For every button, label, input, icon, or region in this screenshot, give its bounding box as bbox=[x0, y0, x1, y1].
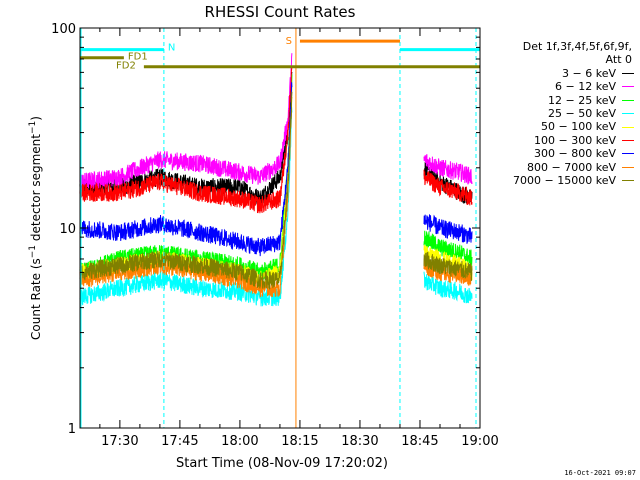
legend-entry-label: 25 − 50 keV bbox=[548, 106, 616, 120]
legend-entry-label: 800 − 7000 keV bbox=[527, 160, 616, 174]
legend-header-line: Det 1f,3f,4f,5f,6f,9f, bbox=[522, 40, 632, 53]
flag-label: FD2 bbox=[116, 60, 136, 71]
flag-label: FD1 bbox=[128, 52, 148, 63]
legend-swatch bbox=[622, 72, 634, 74]
series-line bbox=[423, 251, 473, 282]
y-axis-label-part: Count Rate (s bbox=[29, 258, 43, 340]
legend-swatch bbox=[622, 180, 634, 182]
flag-label: S bbox=[286, 36, 292, 47]
series-line bbox=[79, 82, 293, 257]
generated-date: 16-Oct-2021 09:07 bbox=[564, 469, 636, 477]
series-line bbox=[423, 161, 473, 205]
y-axis-label-part: detector segment bbox=[29, 134, 43, 245]
legend-swatch bbox=[622, 153, 634, 155]
legend-swatch bbox=[622, 113, 634, 115]
x-tick-label: 19:00 bbox=[461, 434, 498, 449]
y-axis-label-part: ) bbox=[29, 116, 43, 121]
series-line bbox=[423, 154, 473, 185]
legend-swatch bbox=[622, 166, 634, 168]
y-axis-ticks: 1 10 100 bbox=[51, 22, 480, 437]
y-axis-label-sup: −1 bbox=[28, 245, 38, 258]
legend-entry: 50 − 100 keV bbox=[480, 120, 638, 133]
legend-swatch bbox=[622, 86, 634, 88]
series-line bbox=[423, 271, 473, 304]
x-axis-label: Start Time (08-Nov-09 17:20:02) bbox=[176, 456, 388, 471]
legend-entry-label: 12 − 25 keV bbox=[548, 93, 616, 107]
legend-entry: 800 − 7000 keV bbox=[480, 161, 638, 174]
legend-swatch bbox=[622, 99, 634, 101]
legend-entry-label: 7000 − 15000 keV bbox=[513, 173, 616, 187]
legend-entry: 12 − 25 keV bbox=[480, 94, 638, 107]
legend-entry-label: 300 − 800 keV bbox=[534, 147, 616, 161]
legend-entry: 100 − 300 keV bbox=[480, 134, 638, 147]
series-line bbox=[423, 214, 473, 244]
legend-entries: 3 − 6 keV 6 − 12 keV 12 − 25 keV 25 − 50 ke… bbox=[480, 67, 638, 188]
y-tick-label: 100 bbox=[51, 22, 76, 37]
legend-entry-label: 50 − 100 keV bbox=[541, 120, 616, 134]
legend: Det 1f,3f,4f,5f,6f,9f, Att 0 3 − 6 keV 6 … bbox=[480, 40, 638, 187]
series-line bbox=[79, 53, 293, 190]
x-tick-label: 18:30 bbox=[341, 434, 378, 449]
x-tick-label: 18:00 bbox=[221, 434, 258, 449]
legend-entry-label: 3 − 6 keV bbox=[562, 66, 616, 80]
legend-entry: 25 − 50 keV bbox=[480, 107, 638, 120]
legend-entry-label: 100 − 300 keV bbox=[534, 133, 616, 147]
legend-entry: 3 − 6 keV bbox=[480, 67, 638, 80]
y-axis-label-sup: −1 bbox=[28, 121, 38, 134]
flag-label: N bbox=[168, 42, 175, 53]
legend-entry: 300 − 800 keV bbox=[480, 147, 638, 160]
series-line bbox=[423, 230, 473, 267]
x-tick-label: 18:15 bbox=[281, 434, 318, 449]
series-line bbox=[423, 169, 473, 206]
legend-swatch bbox=[622, 126, 634, 128]
series-line bbox=[79, 66, 293, 214]
series-line bbox=[79, 91, 293, 291]
y-tick-label: 1 bbox=[68, 422, 76, 437]
y-axis-label: Count Rate (s−1 detector segment−1) bbox=[28, 116, 43, 340]
legend-entry: 7000 − 15000 keV bbox=[480, 174, 638, 187]
x-axis-ticks: 17:30 17:45 18:00 18:15 18:30 18:45 19:00 bbox=[99, 28, 499, 449]
y-tick-label: 10 bbox=[59, 222, 76, 237]
legend-header-line: Att 0 bbox=[605, 53, 632, 67]
legend-swatch bbox=[622, 139, 634, 141]
legend-entry: 6 − 12 keV bbox=[480, 80, 638, 93]
legend-entry-label: 6 − 12 keV bbox=[555, 80, 616, 94]
x-tick-label: 17:45 bbox=[161, 434, 198, 449]
x-tick-label: 18:45 bbox=[401, 434, 438, 449]
chart-title: RHESSI Count Rates bbox=[205, 3, 356, 21]
x-tick-label: 17:30 bbox=[101, 434, 138, 449]
series-line bbox=[79, 106, 293, 307]
